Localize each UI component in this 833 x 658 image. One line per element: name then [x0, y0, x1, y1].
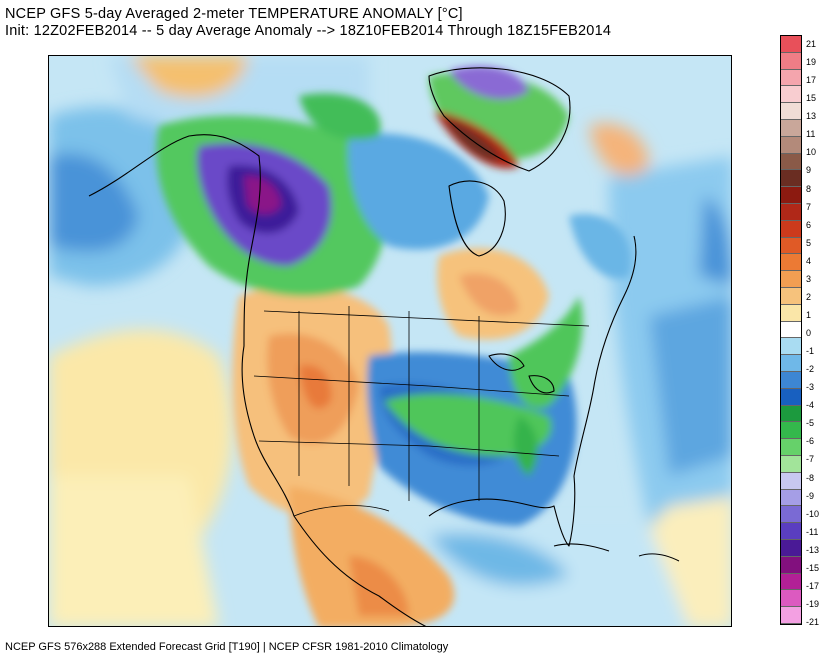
colorbar-swatch	[781, 254, 801, 272]
colorbar-swatch	[781, 506, 801, 524]
colorbar-swatch	[781, 573, 801, 591]
colorbar-swatch	[781, 338, 801, 356]
colorbar-tick-label: 13	[806, 111, 817, 122]
colorbar-swatch	[781, 607, 801, 624]
colorbar-swatch	[781, 422, 801, 440]
colorbar-tick-label: 17	[806, 75, 817, 86]
colorbar-swatch	[781, 220, 801, 238]
colorbar-swatch	[781, 590, 801, 608]
colorbar-tick-label: -19	[806, 598, 820, 609]
colorbar-swatch	[781, 372, 801, 389]
colorbar-swatch	[781, 288, 801, 305]
colorbar-tick-label: -11	[806, 526, 819, 537]
colorbar	[780, 35, 802, 625]
colorbar-tick-label: 21	[806, 39, 817, 49]
colorbar-tick-label: 3	[806, 273, 812, 284]
colorbar-swatch	[781, 86, 801, 104]
colorbar-swatch	[781, 136, 801, 154]
colorbar-swatch	[781, 523, 801, 540]
colorbar-swatch	[781, 120, 801, 137]
anomaly-map	[48, 55, 732, 627]
colorbar-tick-label: -15	[806, 562, 820, 573]
colorbar-tick-label: -13	[806, 544, 820, 555]
colorbar-swatch	[781, 170, 801, 188]
colorbar-swatch	[781, 153, 801, 171]
colorbar-swatch	[781, 472, 801, 490]
colorbar-tick-label: 1	[806, 309, 812, 320]
colorbar-swatch	[781, 456, 801, 473]
coastlines	[88, 67, 680, 626]
colorbar-tick-label: -2	[806, 364, 815, 375]
state-borders	[253, 306, 590, 517]
colorbar-tick-label: -8	[806, 472, 815, 483]
colorbar-tick-label: 10	[806, 147, 817, 158]
colorbar-tick-label: -10	[806, 508, 820, 519]
colorbar-swatch	[781, 556, 801, 574]
footer-caption: NCEP GFS 576x288 Extended Forecast Grid …	[5, 641, 449, 653]
colorbar-tick-label: 19	[806, 57, 817, 68]
colorbar-tick-label: -17	[806, 580, 820, 591]
colorbar-swatch	[781, 540, 801, 557]
colorbar-swatch	[781, 489, 801, 507]
colorbar-swatch	[781, 237, 801, 255]
colorbar-tick-label: -3	[806, 382, 815, 393]
colorbar-swatch	[781, 271, 801, 288]
colorbar-tick-label: 6	[806, 219, 812, 230]
colorbar-tick-label: -7	[806, 454, 815, 465]
colorbar-tick-label: 7	[806, 201, 812, 212]
colorbar-tick-label: 5	[806, 237, 812, 248]
colorbar-tick-label: 0	[806, 328, 812, 338]
colorbar-tick-label: -1	[806, 346, 815, 357]
colorbar-swatch	[781, 321, 801, 339]
colorbar-tick-label: -21	[806, 617, 820, 627]
colorbar-tick-label: 8	[806, 183, 812, 194]
colorbar-swatch	[781, 69, 801, 87]
colorbar-tick-label: 11	[806, 129, 816, 140]
colorbar-tick-label: 4	[806, 255, 812, 266]
colorbar-tick-label: 15	[806, 93, 817, 104]
colorbar-swatch	[781, 103, 801, 120]
colorbar-swatch	[781, 439, 801, 456]
colorbar-swatch	[781, 204, 801, 221]
colorbar-tick-label: -4	[806, 400, 815, 411]
colorbar-tick-label: 9	[806, 165, 812, 176]
map-title-line2: Init: 12Z02FEB2014 -- 5 day Average Anom…	[5, 23, 612, 39]
colorbar-swatch	[781, 304, 801, 322]
colorbar-tick-label: -5	[806, 418, 815, 429]
colorbar-tick-label: 2	[806, 291, 812, 302]
map-title-line1: NCEP GFS 5-day Averaged 2-meter TEMPERAT…	[5, 6, 463, 22]
colorbar-swatch	[781, 355, 801, 372]
map-canvas	[49, 56, 731, 626]
colorbar-tick-label: -9	[806, 490, 815, 501]
colorbar-swatch	[781, 52, 801, 70]
colorbar-swatch	[781, 36, 801, 53]
colorbar-swatch	[781, 388, 801, 406]
colorbar-swatch	[781, 187, 801, 204]
colorbar-swatch	[781, 405, 801, 423]
colorbar-tick-label: -6	[806, 436, 815, 447]
